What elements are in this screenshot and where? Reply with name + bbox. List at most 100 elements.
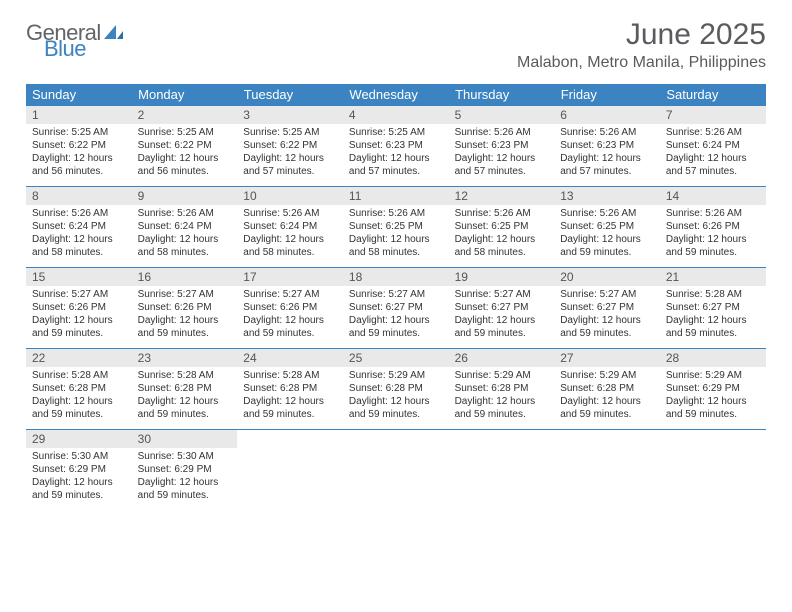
daylight-line-1: Daylight: 12 hours [349, 395, 443, 408]
day-details: Sunrise: 5:27 AMSunset: 6:27 PMDaylight:… [554, 286, 660, 348]
sunset-text: Sunset: 6:25 PM [349, 220, 443, 233]
daylight-line-2: and 59 minutes. [32, 408, 126, 421]
sunset-text: Sunset: 6:29 PM [138, 463, 232, 476]
daylight-line-1: Daylight: 12 hours [243, 233, 337, 246]
sunrise-text: Sunrise: 5:29 AM [666, 369, 760, 382]
sunset-text: Sunset: 6:28 PM [32, 382, 126, 395]
calendar-cell: 18Sunrise: 5:27 AMSunset: 6:27 PMDayligh… [343, 268, 449, 349]
day-details: Sunrise: 5:26 AMSunset: 6:25 PMDaylight:… [554, 205, 660, 267]
daylight-line-2: and 59 minutes. [560, 408, 654, 421]
day-number: 8 [26, 187, 132, 205]
calendar-cell [660, 430, 766, 511]
brand-word-2: Blue [44, 38, 125, 60]
daylight-line-1: Daylight: 12 hours [455, 395, 549, 408]
daylight-line-1: Daylight: 12 hours [243, 314, 337, 327]
sunrise-text: Sunrise: 5:29 AM [455, 369, 549, 382]
sunset-text: Sunset: 6:27 PM [455, 301, 549, 314]
sunrise-text: Sunrise: 5:26 AM [666, 126, 760, 139]
sunset-text: Sunset: 6:28 PM [349, 382, 443, 395]
daylight-line-2: and 59 minutes. [349, 408, 443, 421]
day-details: Sunrise: 5:26 AMSunset: 6:26 PMDaylight:… [660, 205, 766, 267]
daylight-line-1: Daylight: 12 hours [666, 395, 760, 408]
day-number: 14 [660, 187, 766, 205]
day-number: 20 [554, 268, 660, 286]
calendar-cell: 13Sunrise: 5:26 AMSunset: 6:25 PMDayligh… [554, 187, 660, 268]
calendar-week-row: 15Sunrise: 5:27 AMSunset: 6:26 PMDayligh… [26, 268, 766, 349]
sunset-text: Sunset: 6:26 PM [243, 301, 337, 314]
calendar-cell: 1Sunrise: 5:25 AMSunset: 6:22 PMDaylight… [26, 106, 132, 187]
calendar-cell: 16Sunrise: 5:27 AMSunset: 6:26 PMDayligh… [132, 268, 238, 349]
day-details: Sunrise: 5:29 AMSunset: 6:28 PMDaylight:… [449, 367, 555, 429]
sunset-text: Sunset: 6:22 PM [243, 139, 337, 152]
sunrise-text: Sunrise: 5:26 AM [349, 207, 443, 220]
sunrise-text: Sunrise: 5:27 AM [455, 288, 549, 301]
calendar-cell: 7Sunrise: 5:26 AMSunset: 6:24 PMDaylight… [660, 106, 766, 187]
daylight-line-1: Daylight: 12 hours [243, 152, 337, 165]
calendar-cell: 5Sunrise: 5:26 AMSunset: 6:23 PMDaylight… [449, 106, 555, 187]
daylight-line-1: Daylight: 12 hours [666, 314, 760, 327]
day-details: Sunrise: 5:29 AMSunset: 6:28 PMDaylight:… [554, 367, 660, 429]
day-details: Sunrise: 5:26 AMSunset: 6:24 PMDaylight:… [26, 205, 132, 267]
daylight-line-2: and 56 minutes. [138, 165, 232, 178]
calendar-cell: 10 Sunrise: 5:26 AMSunset: 6:24 PMDayligh… [237, 187, 343, 268]
sunrise-text: Sunrise: 5:27 AM [138, 288, 232, 301]
sunset-text: Sunset: 6:24 PM [138, 220, 232, 233]
sunset-text: Sunset: 6:29 PM [666, 382, 760, 395]
daylight-line-1: Daylight: 12 hours [138, 233, 232, 246]
calendar-cell: 3Sunrise: 5:25 AMSunset: 6:22 PMDaylight… [237, 106, 343, 187]
calendar-cell: 29Sunrise: 5:30 AMSunset: 6:29 PMDayligh… [26, 430, 132, 511]
calendar-cell: 26Sunrise: 5:29 AMSunset: 6:28 PMDayligh… [449, 349, 555, 430]
sunset-text: Sunset: 6:24 PM [32, 220, 126, 233]
day-number: 6 [554, 106, 660, 124]
day-number: 10 [237, 187, 343, 205]
day-number: 5 [449, 106, 555, 124]
calendar-cell: 9Sunrise: 5:26 AMSunset: 6:24 PMDaylight… [132, 187, 238, 268]
daylight-line-2: and 59 minutes. [349, 327, 443, 340]
daylight-line-1: Daylight: 12 hours [560, 395, 654, 408]
calendar-cell: 17Sunrise: 5:27 AMSunset: 6:26 PMDayligh… [237, 268, 343, 349]
day-number: 1 [26, 106, 132, 124]
calendar-week-row: 29Sunrise: 5:30 AMSunset: 6:29 PMDayligh… [26, 430, 766, 511]
calendar-week-row: 1Sunrise: 5:25 AMSunset: 6:22 PMDaylight… [26, 106, 766, 187]
sunrise-text: Sunrise: 5:28 AM [666, 288, 760, 301]
sunset-text: Sunset: 6:28 PM [243, 382, 337, 395]
day-number: 22 [26, 349, 132, 367]
calendar-cell: 6Sunrise: 5:26 AMSunset: 6:23 PMDaylight… [554, 106, 660, 187]
sunset-text: Sunset: 6:25 PM [560, 220, 654, 233]
calendar-cell: 19Sunrise: 5:27 AMSunset: 6:27 PMDayligh… [449, 268, 555, 349]
daylight-line-2: and 59 minutes. [138, 408, 232, 421]
daylight-line-2: and 59 minutes. [243, 408, 337, 421]
weekday-header: Monday [132, 84, 238, 106]
daylight-line-2: and 59 minutes. [32, 327, 126, 340]
sunrise-text: Sunrise: 5:26 AM [243, 207, 337, 220]
daylight-line-2: and 58 minutes. [138, 246, 232, 259]
header: General Blue June 2025 Malabon, Metro Ma… [0, 0, 792, 76]
daylight-line-2: and 59 minutes. [243, 327, 337, 340]
daylight-line-1: Daylight: 12 hours [349, 314, 443, 327]
calendar-cell: 27Sunrise: 5:29 AMSunset: 6:28 PMDayligh… [554, 349, 660, 430]
sunset-text: Sunset: 6:28 PM [455, 382, 549, 395]
calendar-cell: 12Sunrise: 5:26 AMSunset: 6:25 PMDayligh… [449, 187, 555, 268]
day-details: Sunrise: 5:27 AMSunset: 6:27 PMDaylight:… [343, 286, 449, 348]
calendar-cell [237, 430, 343, 511]
sunset-text: Sunset: 6:22 PM [138, 139, 232, 152]
day-number: 29 [26, 430, 132, 448]
calendar-table: SundayMondayTuesdayWednesdayThursdayFrid… [26, 84, 766, 510]
daylight-line-2: and 57 minutes. [666, 165, 760, 178]
day-number: 12 [449, 187, 555, 205]
calendar-cell: 4Sunrise: 5:25 AMSunset: 6:23 PMDaylight… [343, 106, 449, 187]
sunset-text: Sunset: 6:26 PM [32, 301, 126, 314]
day-number: 25 [343, 349, 449, 367]
weekday-header: Saturday [660, 84, 766, 106]
day-number: 16 [132, 268, 238, 286]
sunrise-text: Sunrise: 5:30 AM [138, 450, 232, 463]
calendar-cell: 22Sunrise: 5:28 AMSunset: 6:28 PMDayligh… [26, 349, 132, 430]
daylight-line-1: Daylight: 12 hours [560, 152, 654, 165]
sunset-text: Sunset: 6:24 PM [243, 220, 337, 233]
daylight-line-2: and 59 minutes. [560, 327, 654, 340]
daylight-line-2: and 58 minutes. [32, 246, 126, 259]
daylight-line-2: and 57 minutes. [455, 165, 549, 178]
day-details: Sunrise: 5:25 AMSunset: 6:22 PMDaylight:… [26, 124, 132, 186]
daylight-line-1: Daylight: 12 hours [349, 233, 443, 246]
calendar-cell: 23Sunrise: 5:28 AMSunset: 6:28 PMDayligh… [132, 349, 238, 430]
